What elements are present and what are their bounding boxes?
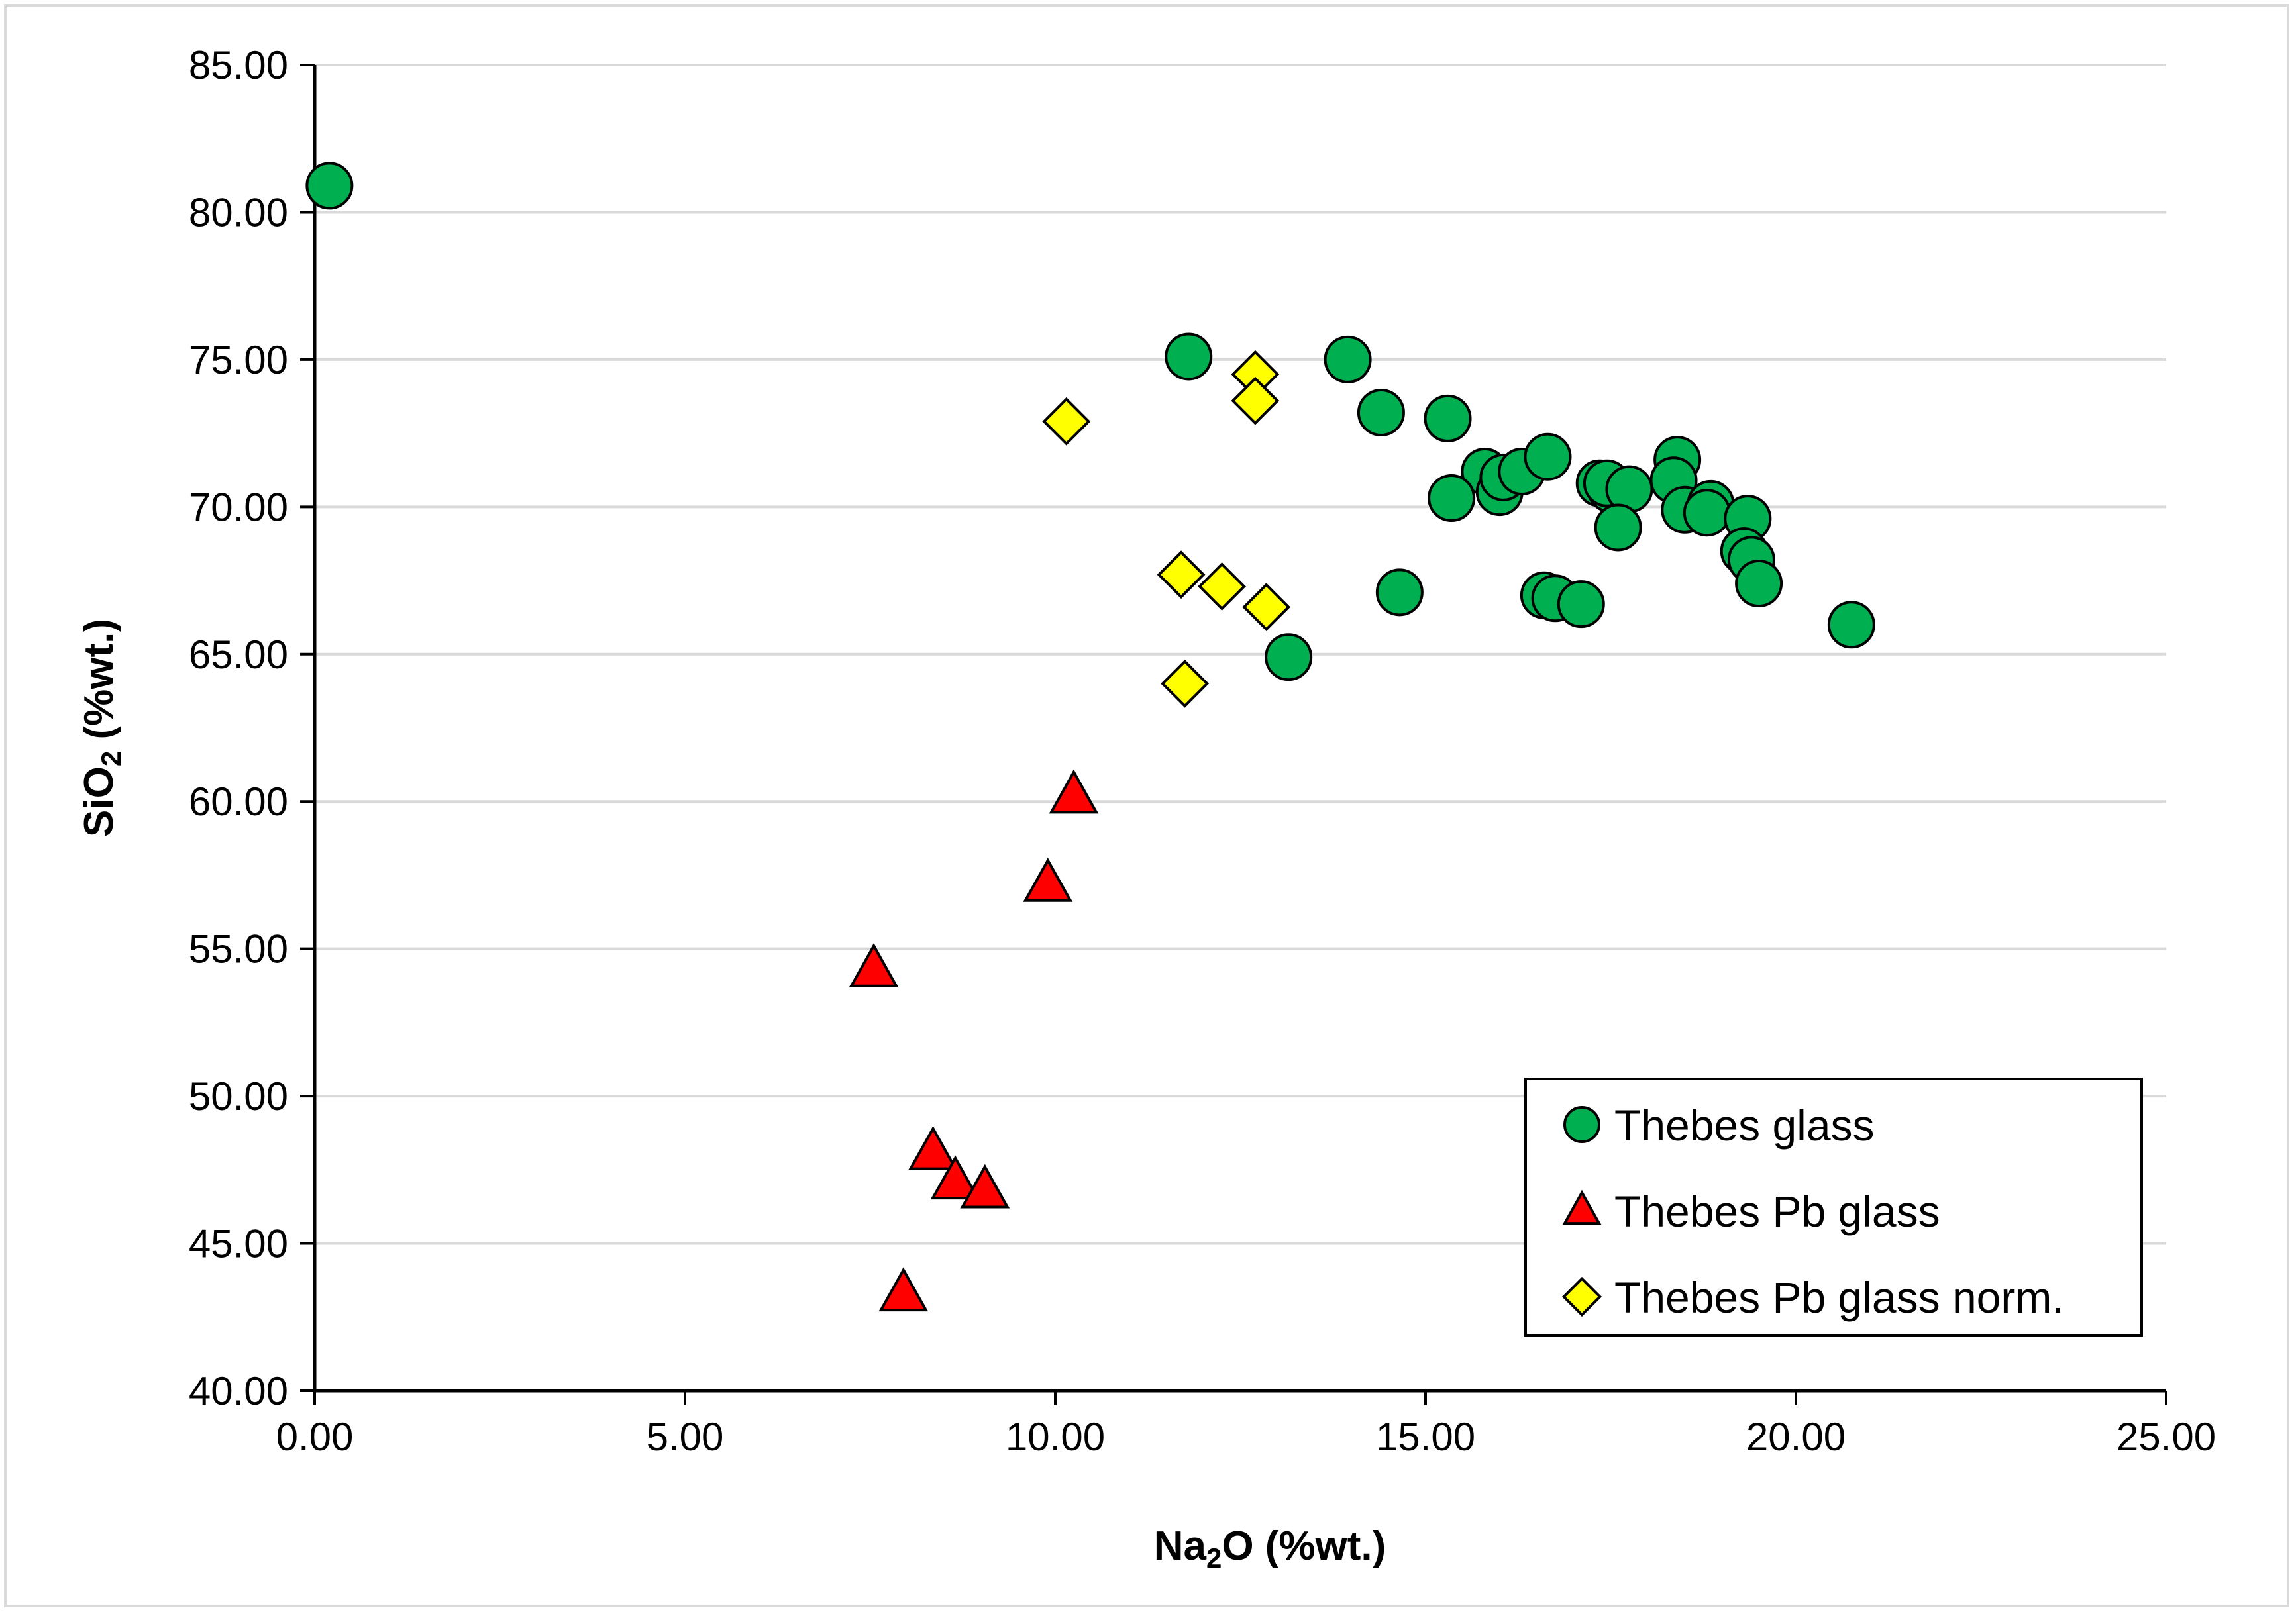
thebes-glass-point (1165, 332, 1213, 381)
thebes-pb-glass-norm-point (1198, 562, 1246, 611)
legend-circle-icon (1563, 1106, 1600, 1143)
legend-label: Thebes Pb glass norm. (1614, 1273, 2064, 1322)
thebes-glass-point (1375, 568, 1424, 617)
y-tick-label: 55.00 (189, 927, 288, 972)
thebes-glass-point (1594, 503, 1642, 552)
y-tick-label: 45.00 (189, 1222, 288, 1266)
series-diamond (1042, 350, 1291, 708)
legend-box (1524, 1078, 2143, 1337)
y-tick-label: 50.00 (189, 1074, 288, 1119)
thebes-glass-point (1265, 633, 1313, 681)
chart-frame (4, 4, 2289, 1607)
thebes-pb-glass-point (930, 1155, 980, 1200)
x-axis-title: Na2O (%wt.) (1154, 1523, 1386, 1574)
thebes-pb-glass-point (878, 1267, 929, 1312)
thebes-pb-glass-point (960, 1164, 1010, 1209)
y-tick-label: 40.00 (189, 1369, 288, 1413)
thebes-pb-glass-norm-point (1161, 659, 1210, 708)
thebes-glass-point (1424, 394, 1472, 442)
legend-diamond-icon (1561, 1276, 1602, 1317)
thebes-glass-point (1324, 335, 1372, 383)
thebes-pb-glass-point (1049, 769, 1099, 814)
legend-item: Thebes Pb glass (1562, 1187, 1940, 1236)
thebes-glass-point (1827, 601, 1875, 649)
thebes-glass-point (1683, 489, 1731, 537)
y-tick-label: 75.00 (189, 338, 288, 382)
thebes-pb-glass-point (1023, 857, 1073, 902)
axes (300, 64, 2167, 1405)
thebes-glass-point (305, 162, 354, 210)
thebes-pb-glass-norm-point (1242, 583, 1291, 632)
gridlines (315, 64, 2166, 1245)
legend-label: Thebes glass (1614, 1101, 1875, 1150)
y-tick-label: 85.00 (189, 43, 288, 87)
y-tick-label: 70.00 (189, 485, 288, 529)
thebes-glass-point (1557, 580, 1605, 629)
thebes-pb-glass-norm-point (1042, 397, 1091, 446)
x-tick-label: 5.00 (647, 1415, 724, 1459)
thebes-pb-glass-point (908, 1125, 958, 1170)
legend-item: Thebes Pb glass norm. (1561, 1273, 2064, 1322)
legend-item: Thebes glass (1563, 1101, 1875, 1150)
legend: Thebes glass Thebes Pb glass Thebes Pb gla… (1524, 1078, 2143, 1337)
thebes-glass-point (1428, 474, 1476, 522)
data-points (305, 162, 1875, 1312)
x-tick-label: 15.00 (1376, 1415, 1475, 1459)
tick-labels: 40.00 45.00 50.00 55.00 60.00 65.00 70.00 75.00… (189, 43, 2216, 1459)
y-tick-label: 65.00 (189, 632, 288, 677)
thebes-pb-glass-point (849, 943, 899, 987)
thebes-glass-point (1524, 432, 1572, 481)
thebes-pb-glass-norm-point (1231, 376, 1280, 425)
x-tick-label: 20.00 (1746, 1415, 1846, 1459)
series-triangle (849, 769, 1099, 1312)
series-circle (305, 162, 1875, 681)
thebes-glass-point (1357, 388, 1405, 436)
y-tick-label: 80.00 (189, 190, 288, 234)
thebes-glass-point (1735, 560, 1783, 608)
y-tick-label: 60.00 (189, 780, 288, 824)
thebes-pb-glass-norm-point (1157, 550, 1206, 599)
x-tick-label: 0.00 (276, 1415, 354, 1459)
legend-label: Thebes Pb glass (1614, 1187, 1940, 1236)
x-tick-label: 25.00 (2116, 1415, 2216, 1459)
y-axis-title: SiO2 (%wt.) (76, 619, 127, 837)
x-tick-label: 10.00 (1006, 1415, 1105, 1459)
legend-triangle-icon (1562, 1189, 1602, 1225)
